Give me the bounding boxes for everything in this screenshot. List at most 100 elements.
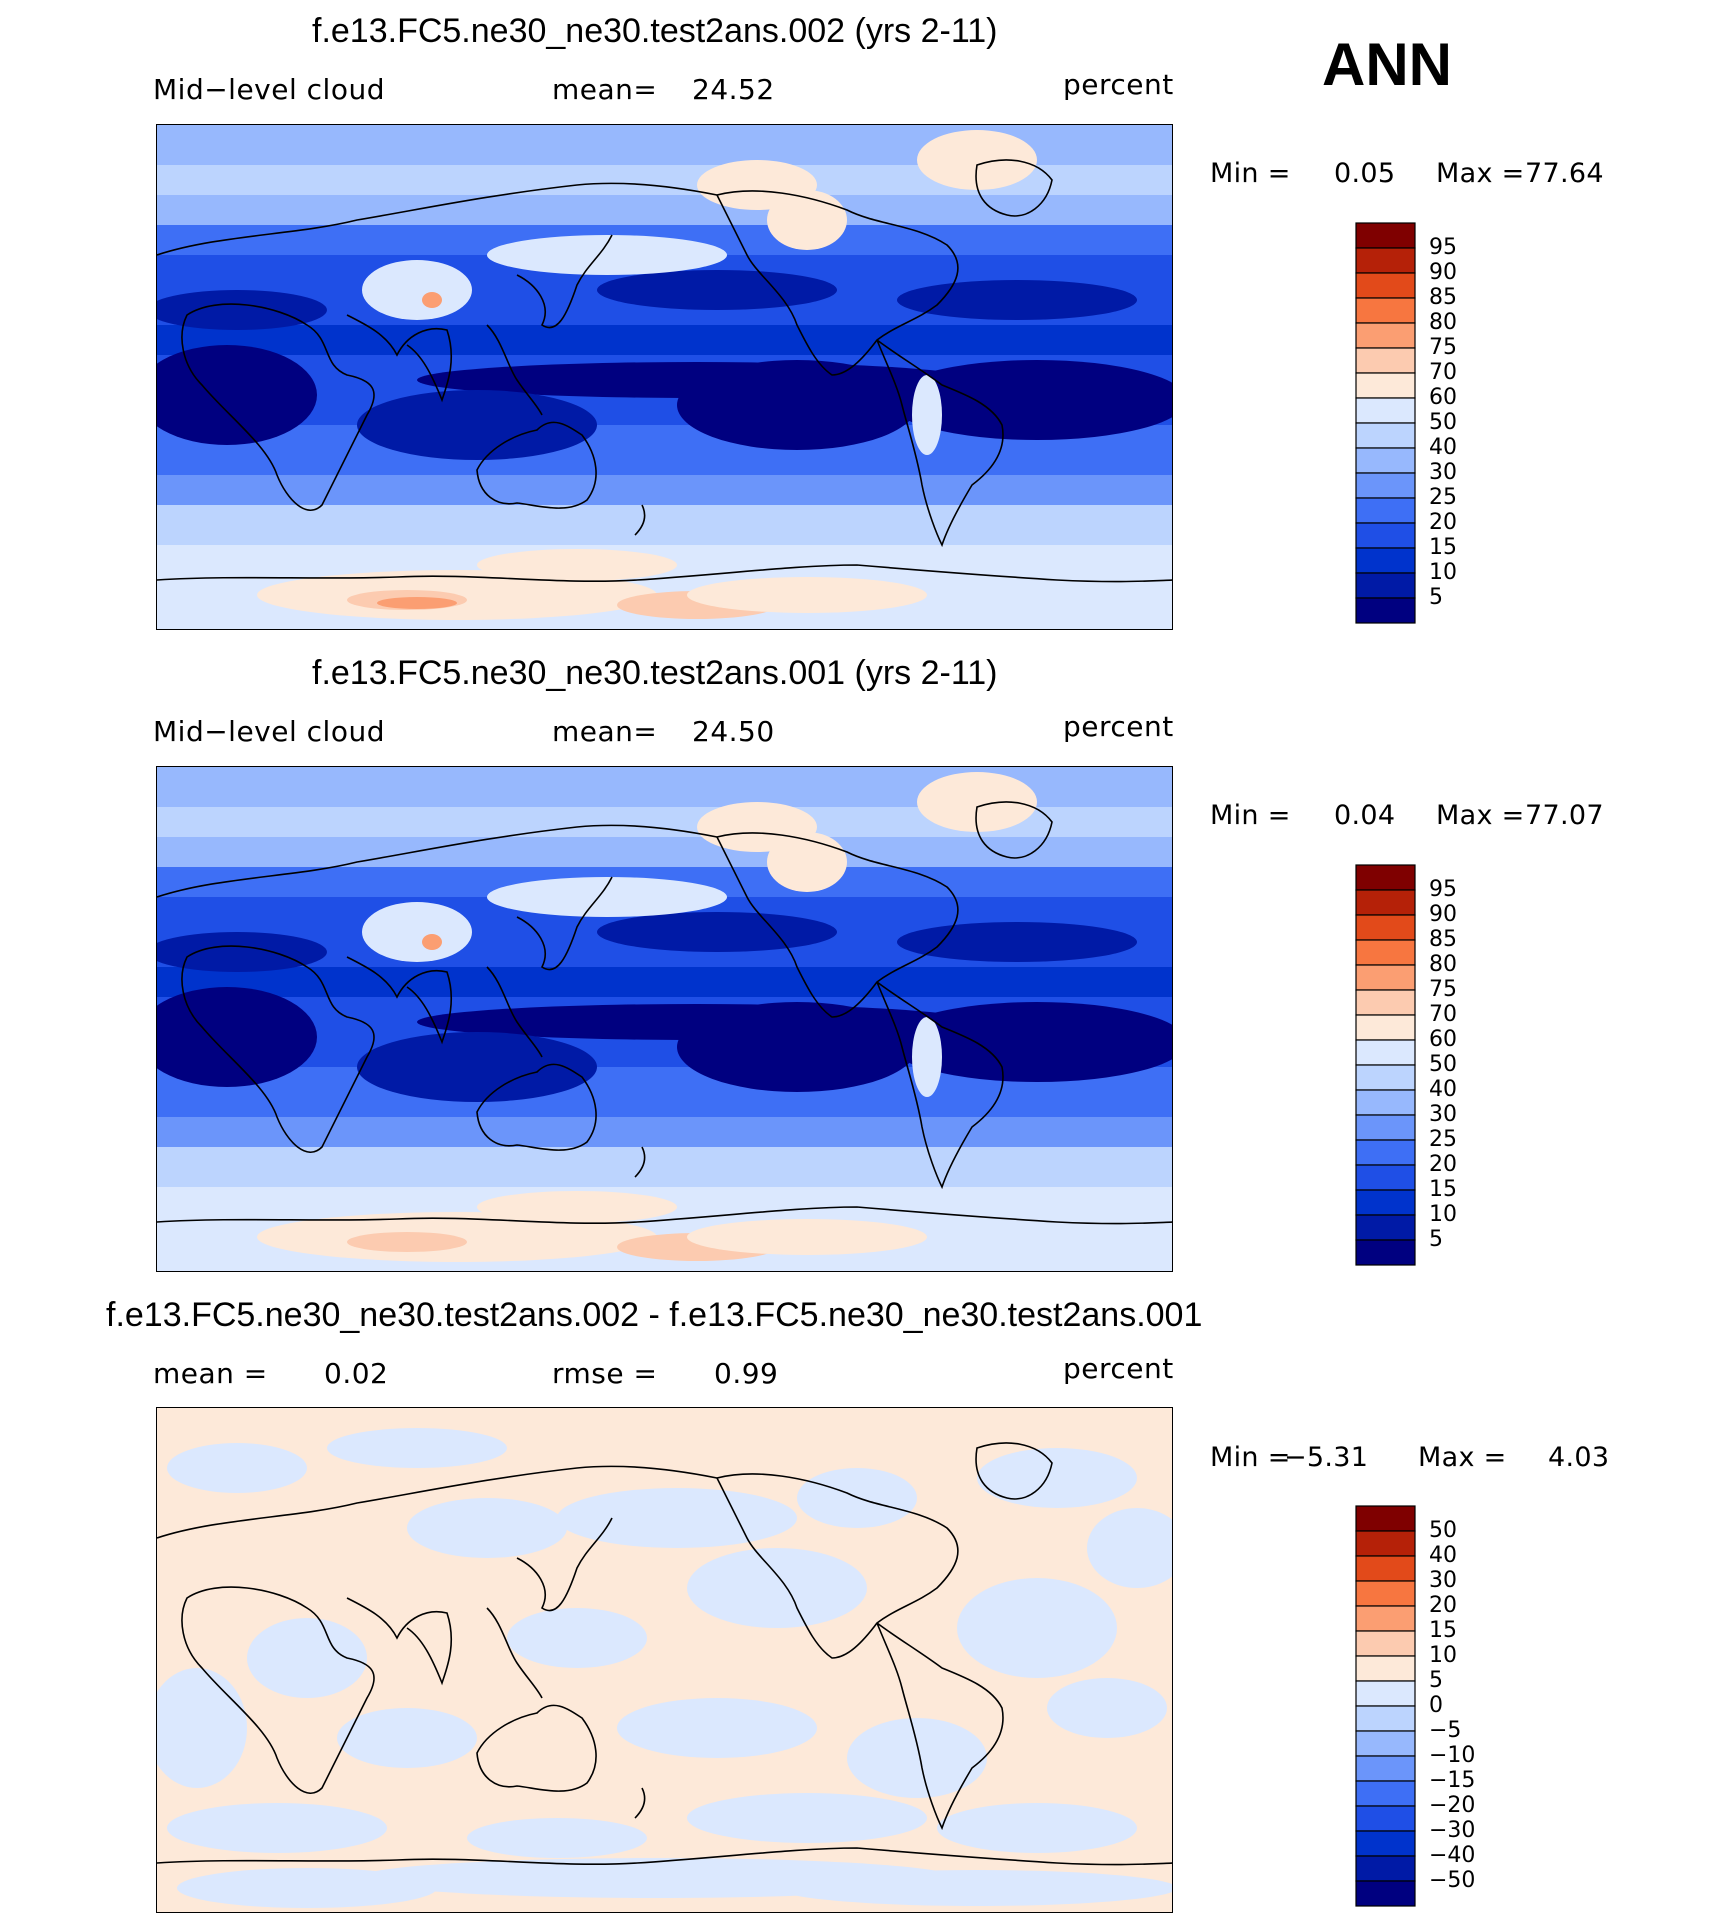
colorbar-swatch — [1355, 272, 1416, 299]
map-max-greenland — [917, 772, 1037, 832]
map-min-indian-ocean — [357, 390, 597, 460]
map-max-andes — [912, 1017, 942, 1097]
map-max-andes — [912, 375, 942, 455]
map-contour-negative — [1087, 1508, 1172, 1588]
panel-3-map-field — [157, 1408, 1172, 1912]
map-min-south-atlantic — [887, 1002, 1172, 1082]
panel-1-variable-label: Mid−level cloud — [153, 73, 385, 106]
coastline — [716, 1473, 959, 1659]
panel-2-map-field — [157, 767, 1172, 1271]
map-min-south-atlantic-west — [157, 987, 317, 1087]
map-sh-peak-2 — [377, 597, 457, 609]
panel-3-title: f.e13.FC5.ne30_ne30.test2ans.002 - f.e13… — [106, 1296, 1203, 1334]
colorbar-swatch — [1355, 1014, 1416, 1041]
colorbar-tick-label: 75 — [1429, 335, 1457, 360]
colorbar-swatch — [1355, 1505, 1416, 1532]
colorbar-tick-label: 85 — [1429, 285, 1457, 310]
colorbar-tick-label: 20 — [1429, 1593, 1457, 1618]
season-label: ANN — [1322, 31, 1452, 98]
panel-2-min-label: Min = — [1210, 800, 1291, 831]
colorbar-swatch — [1355, 964, 1416, 991]
colorbar-swatch — [1355, 1880, 1416, 1907]
map-band-sh-mid — [157, 475, 1172, 505]
colorbar-swatch — [1355, 939, 1416, 966]
map-nh-pacific-cloud — [487, 235, 727, 275]
colorbar-swatch — [1355, 989, 1416, 1016]
panel-1-units: percent — [1063, 68, 1174, 101]
map-sh-peak-1 — [347, 1232, 467, 1252]
colorbar-tick-label: 80 — [1429, 952, 1457, 977]
panel-1-map — [156, 124, 1173, 630]
colorbar-swatch — [1355, 1164, 1416, 1191]
colorbar-tick-label: 15 — [1429, 1618, 1457, 1643]
map-min-southeast-pacific — [677, 1002, 917, 1092]
colorbar-swatch — [1355, 1680, 1416, 1707]
colorbar-tick-label: 50 — [1429, 410, 1457, 435]
colorbar-swatch — [1355, 247, 1416, 274]
map-min-north-atlantic — [897, 922, 1137, 962]
coastline — [157, 182, 718, 256]
panel-3-rmse-label: rmse = — [552, 1357, 658, 1390]
colorbar-tick-label: 15 — [1429, 535, 1457, 560]
coastline — [716, 832, 959, 1018]
coastline — [181, 945, 375, 1153]
colorbar-swatch — [1355, 447, 1416, 474]
map-contour-negative — [957, 1578, 1117, 1678]
colorbar-swatch — [1355, 1580, 1416, 1607]
map-max-tibet — [362, 902, 472, 962]
map-min-north-africa — [157, 290, 327, 330]
panel-2-title: f.e13.FC5.ne30_ne30.test2ans.001 (yrs 2-… — [312, 654, 998, 692]
map-min-southeast-pacific — [677, 360, 917, 450]
coastline — [476, 1063, 597, 1151]
colorbar-swatch — [1355, 1855, 1416, 1882]
coastline — [975, 801, 1053, 859]
colorbar-tick-label: 40 — [1429, 435, 1457, 460]
colorbar-swatch — [1355, 889, 1416, 916]
coastline — [876, 339, 1004, 548]
coastline — [346, 1597, 453, 1686]
coastline — [346, 314, 453, 403]
map-max-rockies — [767, 832, 847, 892]
panel-1-colorbar: 95 90 85 80 75 70 60 50 40 30 25 20 15 10 5 — [1355, 222, 1457, 624]
colorbar-tick-label: 60 — [1429, 1027, 1457, 1052]
panel-3-max-label: Max = — [1418, 1442, 1507, 1473]
panel-2-variable-label: Mid−level cloud — [153, 715, 385, 748]
colorbar-swatch — [1355, 597, 1416, 624]
colorbar-tick-label: 10 — [1429, 1202, 1457, 1227]
colorbar-swatch — [1355, 1730, 1416, 1757]
colorbar-tick-label: 30 — [1429, 460, 1457, 485]
colorbar-swatch — [1355, 1555, 1416, 1582]
coastline — [975, 1442, 1053, 1500]
coastline — [476, 1704, 597, 1792]
coastline — [476, 421, 597, 509]
colorbar-svg — [1355, 222, 1416, 624]
colorbar-tick-label: 40 — [1429, 1077, 1457, 1102]
colorbar-tick-label: 25 — [1429, 1127, 1457, 1152]
panel-1-map-field — [157, 125, 1172, 629]
coastline — [181, 303, 375, 511]
coastline — [157, 1465, 718, 1539]
colorbar-swatch — [1355, 222, 1416, 249]
coastline — [157, 1847, 1172, 1866]
coastline — [975, 159, 1053, 217]
map-max-greenland — [917, 130, 1037, 190]
map-min-south-atlantic-west — [157, 345, 317, 445]
map-contour-negative — [167, 1443, 307, 1493]
colorbar-swatch — [1355, 422, 1416, 449]
panel-1-min-label: Min = — [1210, 158, 1291, 189]
colorbar-tick-label: 10 — [1429, 560, 1457, 585]
colorbar-tick-label: −50 — [1429, 1868, 1476, 1893]
colorbar-swatch — [1355, 1830, 1416, 1857]
map-min-north-africa — [157, 932, 327, 972]
coastline — [157, 564, 1172, 583]
colorbar-tick-label: −20 — [1429, 1793, 1476, 1818]
panel-2-map — [156, 766, 1173, 1272]
coastline — [516, 234, 613, 329]
map-contour-negative — [177, 1868, 437, 1908]
map-contour-negative — [327, 1428, 507, 1468]
map-min-south-atlantic — [887, 360, 1172, 440]
coastline — [634, 504, 646, 536]
coastline — [157, 824, 718, 898]
map-contour-negative — [1047, 1678, 1167, 1738]
panel-3-colorbar: 50 40 30 20 15 10 5 0 −5 −10 −15 −20 −30 −40 −50 — [1355, 1505, 1475, 1907]
